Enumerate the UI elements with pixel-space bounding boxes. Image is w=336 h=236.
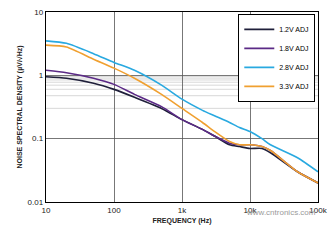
svg-text:10k: 10k [244, 206, 258, 215]
svg-text:100: 100 [107, 206, 121, 215]
svg-text:2.8V ADJ: 2.8V ADJ [279, 64, 308, 71]
svg-text:1: 1 [39, 71, 44, 80]
svg-text:0.01: 0.01 [28, 198, 44, 207]
svg-text:1k: 1k [178, 206, 187, 215]
svg-text:1.2V ADJ: 1.2V ADJ [279, 26, 308, 33]
svg-text:1.8V ADJ: 1.8V ADJ [279, 45, 308, 52]
svg-text:3.3V ADJ: 3.3V ADJ [279, 83, 308, 90]
svg-text:FREQUENCY (Hz): FREQUENCY (Hz) [153, 217, 212, 225]
svg-text:NOISE SPECTRAL DENSITY (µV/√Hz: NOISE SPECTRAL DENSITY (µV/√Hz) [16, 45, 24, 168]
svg-text:10: 10 [42, 206, 51, 215]
svg-text:10: 10 [34, 8, 43, 17]
svg-text:0.1: 0.1 [32, 134, 44, 143]
svg-text:www.cntronics.com: www.cntronics.com [246, 208, 316, 217]
svg-text:100k: 100k [309, 206, 327, 215]
